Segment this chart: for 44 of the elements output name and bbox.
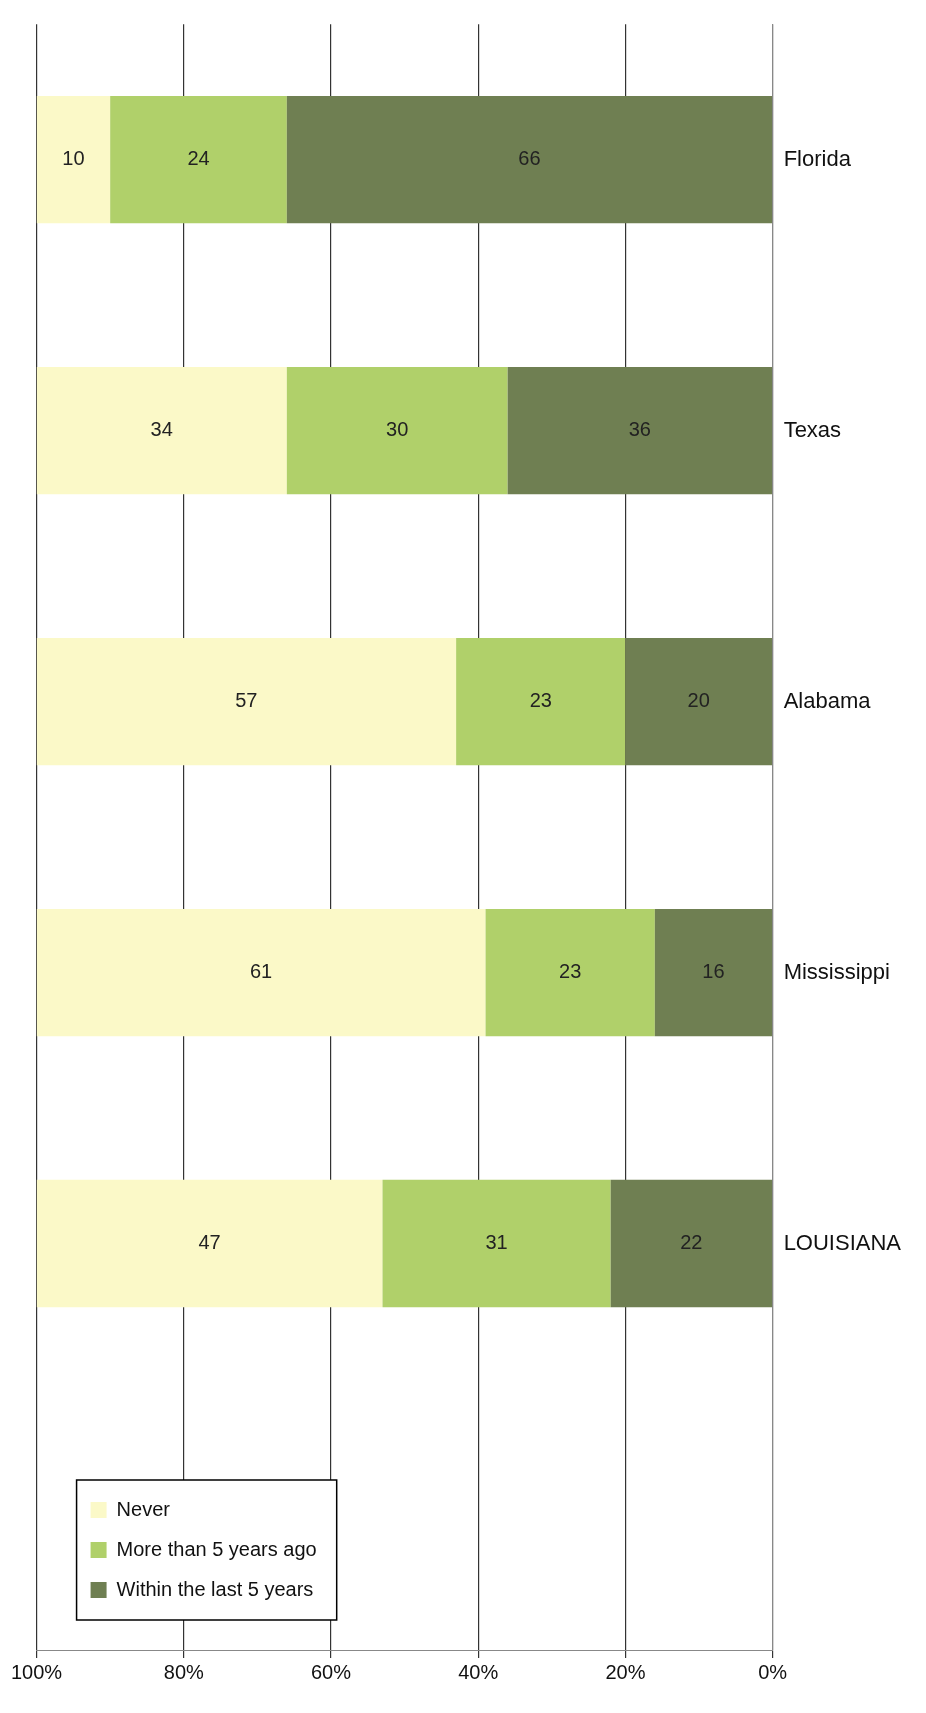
bar <box>654 908 773 1037</box>
x-tick-label: 20% <box>605 1660 646 1683</box>
legend-label: Within the last 5 years <box>116 1577 314 1600</box>
bar <box>625 637 773 766</box>
bar <box>456 637 626 766</box>
y-tick-label: Mississippi <box>783 958 890 984</box>
legend-label: Never <box>116 1497 171 1520</box>
bar <box>36 637 457 766</box>
x-tick-label: 100% <box>11 1660 63 1683</box>
data-label: 30 <box>386 418 409 441</box>
bar <box>36 908 486 1037</box>
data-label: 20 <box>687 689 710 712</box>
bar <box>286 96 773 224</box>
data-label: 34 <box>150 418 173 441</box>
bar <box>36 1179 383 1308</box>
data-label: 66 <box>518 147 541 170</box>
data-label: 24 <box>187 147 210 170</box>
x-tick-label: 60% <box>310 1660 352 1683</box>
data-label: 22 <box>680 1231 703 1254</box>
data-label: 36 <box>628 418 651 441</box>
bar <box>485 908 655 1037</box>
bar <box>610 1179 773 1308</box>
bar <box>36 96 111 224</box>
bar <box>110 96 287 224</box>
data-label: 23 <box>559 960 582 983</box>
data-label: 16 <box>702 960 725 983</box>
y-tick-label: Alabama <box>783 687 872 713</box>
bar <box>382 1179 611 1308</box>
x-tick-label: 40% <box>458 1660 499 1683</box>
x-tick-label: 80% <box>163 1660 205 1683</box>
bar <box>36 366 287 495</box>
x-tick-label: 0% <box>758 1660 788 1683</box>
data-label: 23 <box>529 689 552 712</box>
data-label: 31 <box>485 1231 508 1254</box>
y-tick-label: LOUISIANA <box>783 1229 902 1255</box>
data-label: 10 <box>62 147 85 170</box>
data-label: 47 <box>198 1231 221 1254</box>
y-tick-label: Texas <box>783 416 842 442</box>
data-label: 61 <box>249 960 273 983</box>
bar <box>286 366 508 495</box>
legend-label: More than 5 years ago <box>116 1537 317 1560</box>
y-tick-label: Florida <box>783 145 852 171</box>
data-label: 57 <box>235 689 258 712</box>
bar <box>507 366 773 495</box>
